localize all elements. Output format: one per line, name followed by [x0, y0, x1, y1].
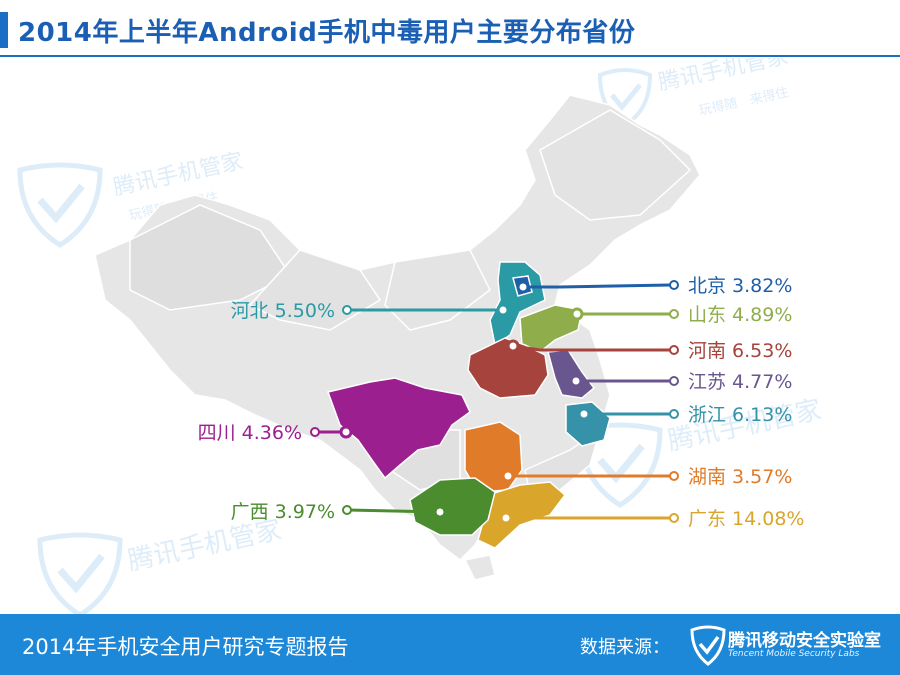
endpoint-guangxi [342, 505, 352, 515]
endpoint-shandong [669, 309, 679, 319]
china-map-chart: 腾讯手机管家 腾讯手机管家 腾讯手机管家 腾讯手机管家 玩得随 来得住 玩得随 … [17, 44, 824, 618]
marker-beijing [516, 280, 530, 294]
marker-jiangsu [569, 374, 583, 388]
footer-lab-name: 腾讯移动安全实验室 [728, 631, 881, 651]
endpoint-beijing [669, 280, 679, 290]
china-base-map [94, 94, 701, 581]
province-hebei [489, 261, 546, 347]
title-divider [0, 55, 900, 57]
map-area: 腾讯手机管家 腾讯手机管家 腾讯手机管家 腾讯手机管家 玩得随 来得住 玩得随 … [0, 44, 900, 618]
province-jiangsu [547, 349, 596, 399]
endpoint-sichuan [310, 427, 320, 437]
marker-guangxi [433, 505, 447, 519]
marker-shandong [570, 307, 584, 321]
label-guangxi: 广西 3.97% [231, 501, 335, 523]
label-jiangsu: 江苏 4.77% [688, 371, 792, 393]
endpoint-jiangsu [669, 376, 679, 386]
watermark-shield-icon [37, 532, 123, 618]
province-labels: 北京 3.82% 山东 4.89% 河南 6.53% 江苏 4.77% 浙江 6… [198, 275, 805, 530]
endpoint-guangdong [669, 513, 679, 523]
label-hebei: 河北 5.50% [231, 300, 335, 322]
endpoint-henan [669, 345, 679, 355]
footer-bar: 2014年手机安全用户研究专题报告 数据来源： 腾讯移动安全实验室 Tencen… [0, 614, 900, 675]
label-beijing: 北京 3.82% [688, 275, 792, 297]
leader-lines [316, 283, 671, 520]
label-guangdong: 广东 14.08% [688, 508, 805, 530]
label-henan: 河南 6.53% [688, 340, 792, 362]
leader-line-guangxi [347, 508, 441, 514]
title-accent [0, 12, 8, 48]
marker-zhejiang [577, 407, 591, 421]
watermark-shield-icon [577, 422, 663, 508]
province-sichuan [327, 377, 471, 480]
endpoint-hunan [669, 471, 679, 481]
watermark-brand: 腾讯手机管家 [111, 149, 245, 201]
leader-line-beijing [523, 283, 671, 289]
label-sichuan: 四川 4.36% [198, 422, 302, 444]
marker-hunan [501, 469, 515, 483]
leader-markers [310, 280, 679, 525]
endpoint-hebei [342, 305, 352, 315]
footer-report-title: 2014年手机安全用户研究专题报告 [22, 635, 349, 659]
province-guangdong [477, 481, 567, 549]
marker-hebei [496, 303, 510, 317]
province-regions [327, 261, 611, 549]
province-guangxi [409, 477, 496, 536]
watermark-shield-icon [17, 162, 103, 248]
label-zhejiang: 浙江 6.13% [688, 404, 792, 426]
lab-shield-icon [690, 625, 726, 666]
footer-source-label: 数据来源： [580, 637, 670, 658]
watermark-brand: 腾讯手机管家 [125, 515, 284, 577]
label-hunan: 湖南 3.57% [688, 466, 792, 488]
title-bar: 2014年上半年Android手机中毒用户主要分布省份 [0, 0, 900, 58]
marker-sichuan [339, 425, 353, 439]
page-title: 2014年上半年Android手机中毒用户主要分布省份 [18, 18, 636, 48]
endpoint-zhejiang [669, 409, 679, 419]
footer-lab-subtitle: Tencent Mobile Security Labs [728, 649, 860, 659]
watermark-slogan: 玩得随 来得住 [698, 84, 790, 119]
marker-guangdong [499, 511, 513, 525]
marker-henan [506, 339, 520, 353]
label-shandong: 山东 4.89% [688, 304, 792, 326]
leader-line-henan [512, 344, 670, 352]
